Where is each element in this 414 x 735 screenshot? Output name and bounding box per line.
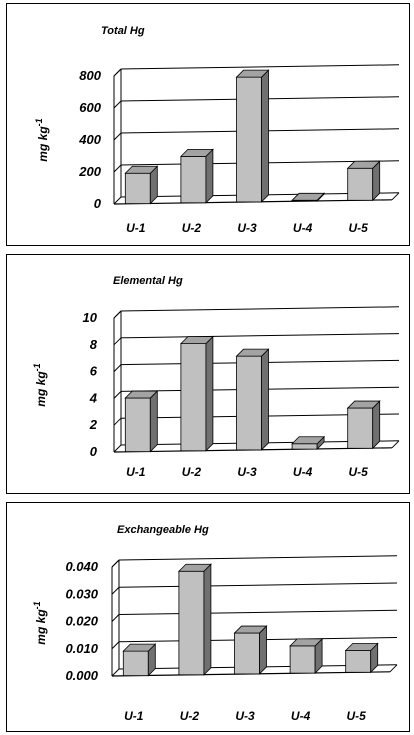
gridline xyxy=(118,582,398,588)
x-tick-label: U-5 xyxy=(349,465,369,479)
gridline-stub xyxy=(111,614,120,622)
bar xyxy=(179,148,214,204)
gridline-stub xyxy=(113,132,122,141)
bar xyxy=(291,192,326,203)
x-tick-label: U-5 xyxy=(349,221,369,235)
x-tick-label: U-4 xyxy=(293,221,313,235)
bar xyxy=(291,435,326,451)
gridline xyxy=(118,555,398,561)
chart-total-hg: Total Hg mg kg-1 0 200 400 600 800 U-1 U-2 U-3 U-4… xyxy=(6,3,410,246)
floor-edge xyxy=(389,664,398,673)
x-tick-label: U-3 xyxy=(235,709,255,723)
y-tick-label: 0.020 xyxy=(65,614,98,629)
x-tick-label: U-1 xyxy=(126,221,146,235)
bar xyxy=(179,335,214,452)
y-tick-label: 4 xyxy=(89,390,98,405)
bar xyxy=(346,400,381,450)
chart-svg: Exchangeable Hg mg kg-1 0.000 0.010 0.020 0.0… xyxy=(32,524,398,723)
x-tick-label: U-2 xyxy=(182,465,202,479)
y-tick-label: 2 xyxy=(89,417,98,432)
y-tick-label: 200 xyxy=(78,164,101,179)
y-tick-label: 0 xyxy=(94,196,102,211)
chart-svg: Elemental Hg mg kg-1 0 2 4 6 8 10 U-1 U-2 U-3 U-4 U-… xyxy=(32,275,400,479)
bar xyxy=(124,165,159,205)
y-tick-label: 400 xyxy=(78,132,101,147)
bar xyxy=(346,160,381,202)
gridline xyxy=(120,333,400,339)
bar xyxy=(122,643,157,677)
x-tick-label: U-1 xyxy=(124,709,144,723)
y-tick-label: 6 xyxy=(90,364,98,379)
gridline-stub xyxy=(113,337,122,346)
y-tick-label: 600 xyxy=(79,100,101,115)
bar xyxy=(289,637,324,675)
gridline-stub xyxy=(113,417,122,426)
gridline-stub xyxy=(111,668,120,677)
y-tick-label: 8 xyxy=(90,337,98,352)
y-tick-label: 0.010 xyxy=(65,641,98,656)
chart-title: Elemental Hg xyxy=(113,275,183,287)
y-axis-label: mg kg-1 xyxy=(32,601,48,644)
axis-top-edge xyxy=(111,559,120,568)
gridline-stub xyxy=(113,364,122,372)
bar xyxy=(235,348,270,451)
floor-edge xyxy=(391,440,400,449)
bar xyxy=(124,390,159,453)
x-tick-label: U-4 xyxy=(293,465,313,479)
chart-elemental-hg: Elemental Hg mg kg-1 0 2 4 6 8 10 U-1 U-2 U-3 U-4 U-… xyxy=(6,254,410,494)
bar xyxy=(177,563,212,676)
chart-svg: Total Hg mg kg-1 0 200 400 600 800 U-1 U-2 U-3 U-4… xyxy=(34,25,400,235)
floor-edge xyxy=(391,192,400,201)
y-axis-label: mg kg-1 xyxy=(32,363,48,406)
axis-top-edge xyxy=(113,68,122,77)
y-tick-label: 0 xyxy=(90,444,98,459)
gridline-stub xyxy=(113,100,122,109)
axis-top-edge xyxy=(113,310,122,319)
gridline-stub xyxy=(111,586,120,595)
gridline-stub xyxy=(113,444,122,453)
x-tick-label: U-1 xyxy=(126,465,146,479)
y-tick-label: 800 xyxy=(79,68,101,83)
chart-exchangeable-hg: Exchangeable Hg mg kg-1 0.000 0.010 0.020 0.0… xyxy=(6,502,410,732)
gridline xyxy=(118,609,398,615)
y-tick-label: 0.040 xyxy=(65,559,98,574)
chart-title: Exchangeable Hg xyxy=(117,524,209,536)
x-tick-label: U-5 xyxy=(347,709,367,723)
bar xyxy=(235,69,270,203)
bar xyxy=(344,642,379,674)
x-tick-label: U-3 xyxy=(237,465,257,479)
x-tick-label: U-2 xyxy=(182,221,202,235)
gridline-stub xyxy=(113,391,122,399)
gridline-stub xyxy=(113,196,122,205)
y-tick-label: 10 xyxy=(83,310,98,325)
chart-title: Total Hg xyxy=(101,25,145,37)
gridline-stub xyxy=(113,164,122,173)
bar xyxy=(233,625,268,675)
x-tick-label: U-3 xyxy=(237,221,257,235)
y-tick-label: 0.030 xyxy=(65,586,98,601)
x-tick-label: U-4 xyxy=(291,709,311,723)
y-tick-label: 0.000 xyxy=(65,668,98,683)
gridline-stub xyxy=(111,641,120,650)
x-tick-label: U-2 xyxy=(180,709,200,723)
gridline xyxy=(120,64,400,70)
y-axis-label: mg kg-1 xyxy=(34,118,50,161)
gridline xyxy=(120,306,400,312)
